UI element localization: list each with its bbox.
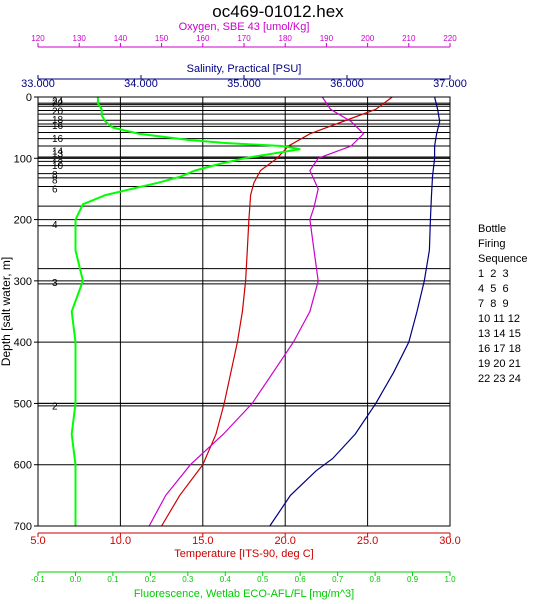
bottle-number-label: 8 — [52, 176, 58, 187]
legend-row: 1 2 3 — [478, 268, 509, 280]
y-tick-label: 500 — [14, 398, 32, 410]
legend-row: 22 23 24 — [478, 373, 521, 385]
salinity-tick-label: 36.000 — [330, 78, 364, 90]
fluorescence-tick-label: 0.2 — [145, 575, 157, 584]
fluorescence-tick-label: 0.3 — [182, 575, 194, 584]
bottle-number-label: 6 — [52, 184, 58, 195]
oxygen-tick-label: 160 — [196, 34, 210, 43]
oxygen-tick-label: 120 — [31, 34, 45, 43]
oxygen-tick-label: 220 — [443, 34, 457, 43]
bottle-number-label: 18 — [52, 115, 64, 126]
bottle-number-label: 8 — [52, 170, 58, 181]
bottle-number-label: 13 — [52, 149, 64, 160]
fluorescence-tick-label: 0.0 — [70, 575, 82, 584]
fluorescence-tick-label: 0.5 — [257, 575, 269, 584]
y-tick-label: 400 — [14, 337, 32, 349]
fluorescence-tick-label: 0.9 — [407, 575, 419, 584]
temperature-tick-label: 10.0 — [110, 535, 131, 547]
legend-title-line: Sequence — [478, 253, 528, 265]
chart-title: oc469-01012.hex — [212, 2, 344, 21]
legend-row: 13 14 15 — [478, 328, 521, 340]
series-line-oxygen — [148, 96, 365, 527]
axes-layer: 0 100 200 300 400 500 600 700 Depth [salt water,… — [0, 21, 467, 600]
oxygen-tick-label: 150 — [155, 34, 169, 43]
series-line-salinity — [269, 96, 441, 527]
salinity-tick-label: 33.000 — [21, 78, 55, 90]
bottle-number-label: 22 — [52, 99, 64, 110]
fluorescence-tick-label: -0.1 — [31, 575, 45, 584]
bottle-number-label: 2 — [52, 401, 58, 412]
y-tick-label: 600 — [14, 460, 32, 472]
series-layer — [70, 96, 441, 527]
fluorescence-tick-label: 0.1 — [107, 575, 119, 584]
y-tick-label: 100 — [14, 153, 32, 165]
bottle-number-label: 24 — [52, 97, 64, 108]
series-line-fluorescence — [70, 97, 301, 526]
fluorescence-tick-label: 0.8 — [370, 575, 382, 584]
bottle-number-label: 12 — [52, 158, 64, 169]
bottle-number-label: 16 — [52, 121, 64, 132]
series-line-temperature — [161, 96, 393, 527]
bottle-number-label: 14 — [52, 146, 64, 157]
plot-frame — [37, 96, 451, 527]
oxygen-tick-label: 180 — [279, 34, 293, 43]
temperature-axis-label: Temperature [ITS-90, deg C] — [174, 548, 313, 560]
oxygen-tick-label: 190 — [320, 34, 334, 43]
temperature-tick-label: 30.0 — [439, 535, 460, 547]
oxygen-tick-label: 130 — [73, 34, 87, 43]
fluorescence-tick-label: 0.7 — [332, 575, 344, 584]
bottle-number-label: 4 — [52, 220, 58, 231]
salinity-tick-label: 37.000 — [433, 78, 467, 90]
salinity-tick-label: 35.000 — [227, 78, 261, 90]
oxygen-tick-label: 210 — [402, 34, 416, 43]
fluorescence-tick-label: 0.4 — [220, 575, 232, 584]
fluorescence-tick-label: 1.0 — [444, 575, 456, 584]
legend-title-line: Firing — [478, 238, 506, 250]
y-tick-label: 300 — [14, 276, 32, 288]
legend-row: 4 5 6 — [478, 283, 509, 295]
fluorescence-axis-label: Fluorescence, Wetlab ECO-AFL/FL [mg/m^3] — [134, 588, 354, 600]
y-axis-label: Depth [salt water, m] — [0, 257, 13, 366]
temperature-tick-label: 25.0 — [357, 535, 378, 547]
legend-row: 10 11 12 — [478, 313, 521, 325]
temperature-tick-label: 5.0 — [30, 535, 45, 547]
legend-row: 7 8 9 — [478, 298, 509, 310]
legend-title-line: Bottle — [478, 223, 507, 235]
oxygen-axis-label: Oxygen, SBE 43 [umol/Kg] — [179, 21, 310, 33]
y-tick-label: 200 — [14, 215, 32, 227]
temperature-tick-label: 20.0 — [274, 535, 295, 547]
oxygen-tick-label: 140 — [114, 34, 128, 43]
oxygen-tick-label: 200 — [361, 34, 375, 43]
legend-row: 19 20 21 — [478, 358, 521, 370]
y-tick-label: 0 — [26, 92, 32, 104]
bottle-number-label: 20 — [52, 106, 64, 117]
bottle-number-label: 16 — [52, 134, 64, 145]
legend-row: 16 17 18 — [478, 343, 521, 355]
bottle-number-label: 3 — [52, 278, 58, 289]
bottle-number-label: 10 — [52, 161, 64, 172]
salinity-axis-label: Salinity, Practical [PSU] — [187, 63, 302, 75]
bottle-legend: Bottle Firing Sequence 1 2 3 4 5 6 7 8 9… — [478, 222, 528, 387]
temperature-tick-label: 15.0 — [192, 535, 213, 547]
y-tick-label: 700 — [14, 521, 32, 533]
oxygen-tick-label: 170 — [237, 34, 251, 43]
fluorescence-tick-label: 0.6 — [295, 575, 307, 584]
salinity-tick-label: 34.000 — [124, 78, 158, 90]
